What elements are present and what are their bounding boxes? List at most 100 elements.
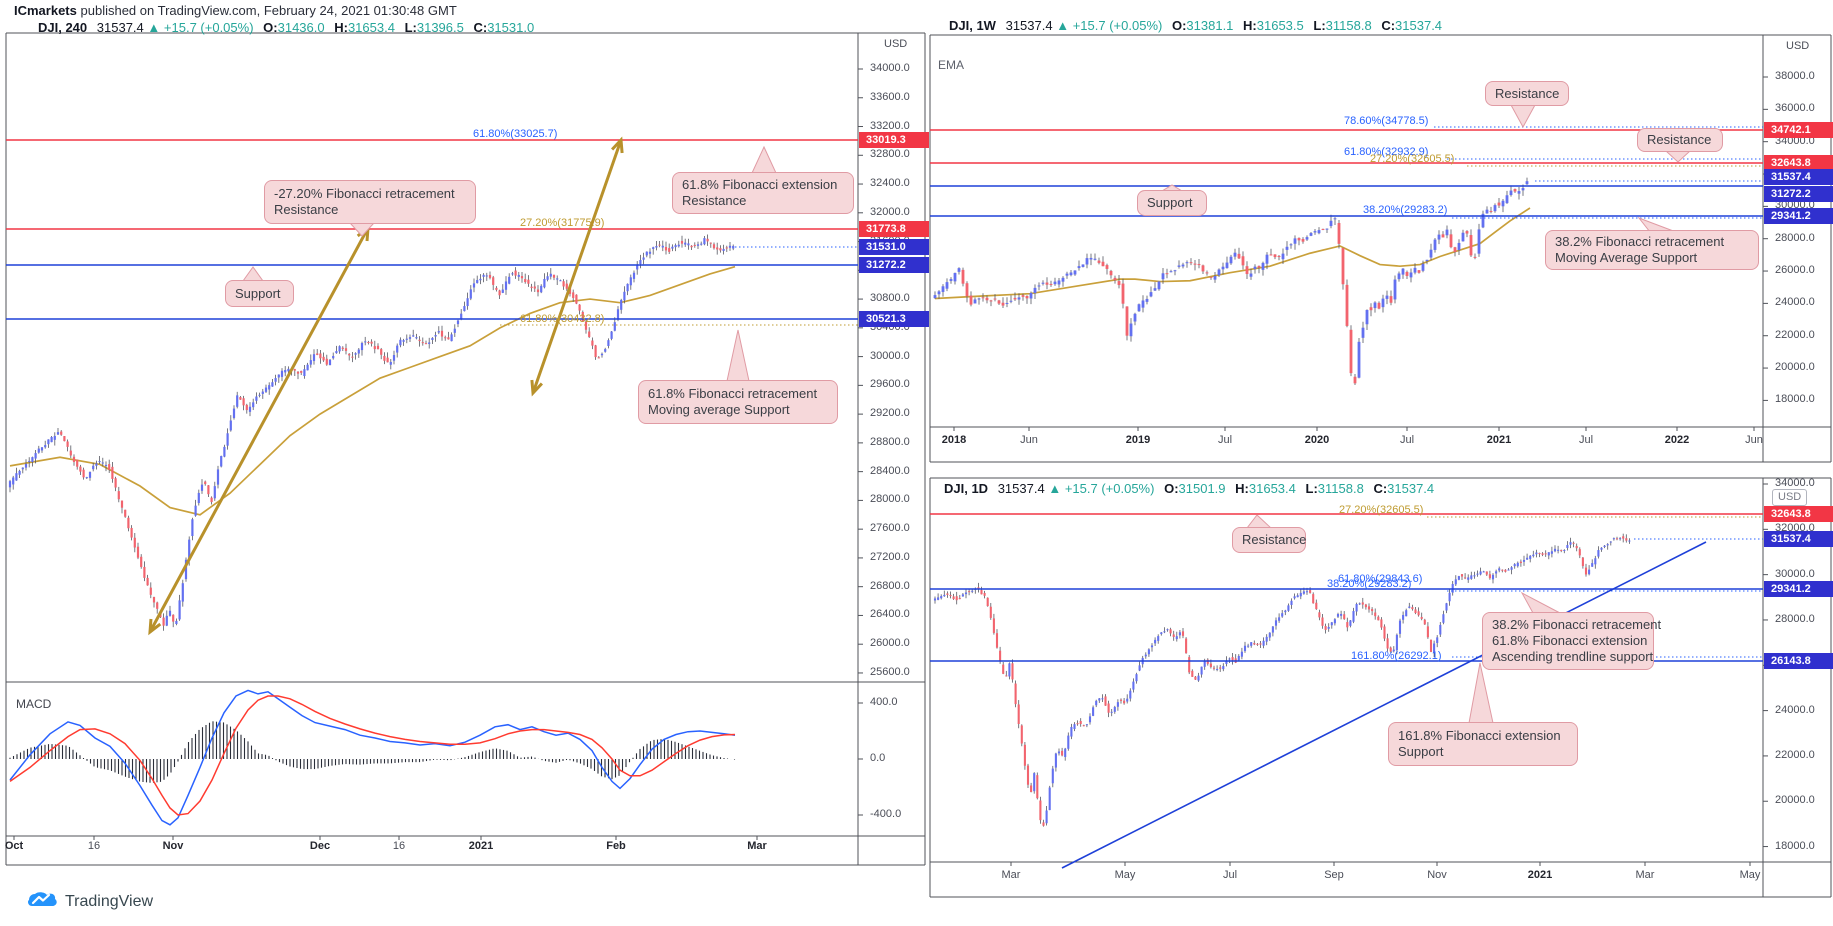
price-tag: 26143.8	[1764, 653, 1833, 669]
price-tick-label: 28800.0	[870, 435, 910, 448]
price-tick-label: 38000.0	[1775, 70, 1815, 82]
price-tag: 29341.2	[1764, 581, 1833, 597]
open-label: O:	[1171, 18, 1187, 33]
callout-note[interactable]: 38.2% Fibonacci retracement 61.8% Fibonac…	[1482, 612, 1661, 670]
high-value: 31653.4	[1248, 481, 1296, 496]
price-tick-label: 34000.0	[1775, 477, 1815, 489]
price-tick-label: 27600.0	[870, 522, 910, 535]
chart-panel-main	[5, 32, 926, 866]
high-value: 31653.5	[1256, 18, 1304, 33]
low-label: L:	[1305, 481, 1318, 496]
time-axis-label: Jul	[1578, 434, 1594, 446]
time-axis-label: Mar	[1001, 869, 1021, 881]
open-value: 31436.0	[277, 20, 325, 35]
close-label: C:	[1381, 18, 1396, 33]
high-label: H:	[1243, 18, 1257, 33]
callout-note[interactable]: Resistance	[1232, 527, 1306, 553]
price-tick-label: 28000.0	[1775, 612, 1815, 625]
price-tick-label: 24000.0	[1775, 703, 1815, 716]
price-tick-label: 26800.0	[870, 579, 910, 592]
ascending-trendline[interactable]	[1061, 541, 1707, 869]
candlestick-series-weekly	[933, 177, 1529, 385]
chart-panel-weekly	[929, 34, 1832, 463]
time-axis-label: Sep	[1324, 869, 1344, 881]
low-value: 31158.8	[1325, 18, 1372, 33]
symbol-main[interactable]: DJI, 240	[38, 20, 88, 35]
trend-arrow[interactable]	[148, 227, 370, 633]
tradingview-logo[interactable]: TradingView	[28, 892, 153, 912]
direction-icon: ▲	[147, 20, 161, 35]
open-value: 31501.9	[1178, 481, 1226, 496]
price-tag: 31537.4	[1764, 169, 1833, 185]
price-tag: 31537.4	[1764, 531, 1833, 547]
fib-level-label: 61.80%(33025.7)	[473, 128, 558, 140]
publisher-name: ICmarkets	[14, 3, 77, 18]
fib-level-label: 38.20%(29283.2)	[1327, 578, 1412, 590]
fib-level-label: 61.80%(30432.8)	[520, 313, 605, 325]
trend-arrow[interactable]	[531, 139, 623, 394]
price-tag: 31272.2	[1764, 186, 1833, 202]
price-tick-label: 20000.0	[1775, 361, 1815, 374]
price-tick-label: 34000.0	[870, 62, 910, 74]
low-label: L:	[1313, 18, 1326, 33]
legend-weekly[interactable]: DJI, 1W 31537.4 ▲ +15.7 (+0.05%) O:31381…	[949, 18, 1442, 33]
callout-pointer	[1510, 104, 1536, 129]
publish-watermark: ICmarkets published on TradingView.com, …	[14, 3, 457, 18]
fib-level-label: 78.60%(34778.5)	[1344, 115, 1429, 127]
close-value: 31537.4	[1395, 18, 1443, 33]
fib-level-label: 161.80%(26292.1)	[1351, 650, 1442, 662]
time-axis-label: Oct	[4, 840, 24, 852]
close-value: 31537.4	[1387, 481, 1435, 496]
price-tag: 32643.8	[1764, 506, 1833, 522]
time-axis-label: Nov	[1427, 869, 1447, 881]
fib-level-label: 61.80%(32932.9)	[1344, 146, 1429, 158]
callout-note[interactable]: Support	[225, 280, 294, 307]
price-tag: 34742.1	[1764, 122, 1833, 138]
symbol-weekly[interactable]: DJI, 1W	[949, 18, 996, 33]
callout-note[interactable]: 38.2% Fibonacci retracement Moving Averag…	[1545, 230, 1759, 270]
callout-note[interactable]: -27.20% Fibonacci retracement Resistance	[264, 180, 476, 224]
price-tick-label: 30800.0	[870, 292, 910, 305]
legend-daily[interactable]: DJI, 1D 31537.4 ▲ +15.7 (+0.05%) O:31501…	[944, 481, 1434, 496]
price-tick-label: 29600.0	[870, 378, 910, 391]
change-daily: +15.7 (+0.05%)	[1064, 481, 1155, 496]
macd-indicator-label[interactable]: MACD	[16, 697, 52, 711]
callout-note[interactable]: Resistance	[1637, 128, 1723, 152]
price-tick-label: 28400.0	[870, 464, 910, 477]
callout-note[interactable]: 61.8% Fibonacci extension Resistance	[672, 172, 854, 214]
callout-note[interactable]: 161.8% Fibonacci extension Support	[1388, 722, 1578, 766]
price-tick-label: 33600.0	[870, 90, 910, 103]
price-tick-label: 18000.0	[1775, 393, 1815, 406]
high-label: H:	[334, 20, 348, 35]
price-tick-label: 20000.0	[1775, 794, 1815, 807]
callout-note[interactable]: 61.8% Fibonacci retracement Moving averag…	[638, 380, 838, 424]
price-tag: 29341.2	[1764, 208, 1833, 224]
time-axis-label: Jul	[1222, 869, 1238, 881]
time-axis-label: May	[1739, 869, 1761, 881]
tradingview-logo-text: TradingView	[65, 893, 154, 910]
change-main: +15.7 (+0.05%)	[163, 20, 254, 35]
time-axis-label: 2019	[1125, 434, 1151, 446]
callout-note[interactable]: Resistance	[1485, 81, 1569, 106]
time-axis-label: 2022	[1664, 434, 1690, 446]
fib-level-label: 38.20%(29283.2)	[1363, 204, 1448, 216]
direction-icon: ▲	[1056, 18, 1070, 33]
tradingview-logo-icon	[28, 892, 57, 906]
legend-main[interactable]: DJI, 240 31537.4 ▲ +15.7 (+0.05%) O:3143…	[38, 20, 534, 35]
price-tick-label: 32000.0	[870, 205, 910, 218]
open-label: O:	[263, 20, 278, 35]
time-axis-label: Dec	[309, 840, 331, 852]
price-tag: 31272.2	[859, 257, 929, 273]
currency-label-daily: USD	[1772, 489, 1808, 506]
fib-level-label: 27.20%(31775.9)	[520, 217, 605, 229]
time-axis-label: Mar	[1635, 869, 1655, 881]
price-tick-label: 27200.0	[870, 550, 910, 563]
time-axis-label: Jun	[1745, 434, 1763, 446]
ema-indicator-label[interactable]: EMA	[938, 58, 965, 72]
price-tick-label: 22000.0	[1775, 748, 1815, 761]
callout-note[interactable]: Support	[1137, 190, 1207, 216]
time-axis-label: Jul	[1399, 434, 1415, 446]
symbol-daily[interactable]: DJI, 1D	[944, 481, 989, 496]
time-axis-label: 16	[392, 840, 406, 852]
